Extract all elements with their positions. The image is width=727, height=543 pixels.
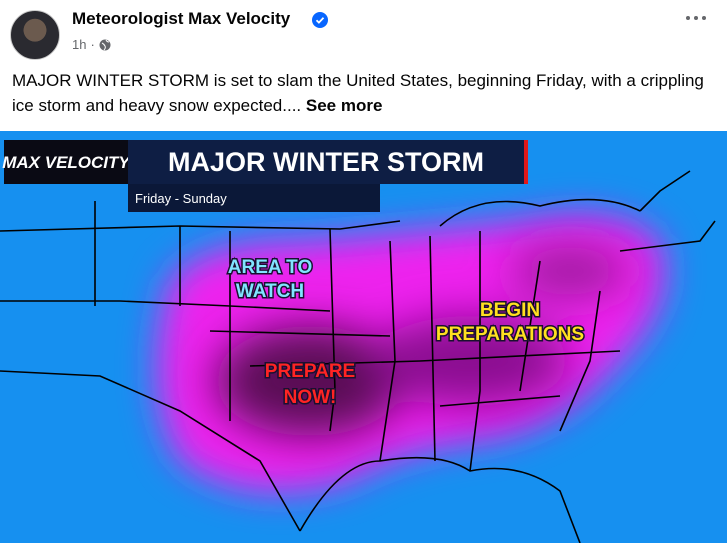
title-accent xyxy=(524,140,528,184)
title-box xyxy=(128,140,524,184)
state-borders xyxy=(0,170,716,543)
avatar[interactable] xyxy=(10,10,60,60)
subtitle-box xyxy=(128,184,380,212)
globe-icon xyxy=(99,39,111,50)
map-label: PREPARATIONS xyxy=(436,324,584,345)
map-title: MAJOR WINTER STORM xyxy=(168,147,484,177)
map-label: NOW! xyxy=(284,387,337,408)
author-name[interactable]: Meteorologist Max Velocity xyxy=(72,9,291,28)
post-image[interactable]: MAX VELOCITY MAJOR WINTER STORM Friday -… xyxy=(0,131,727,543)
map-subtitle: Friday - Sunday xyxy=(135,191,227,206)
separator: · xyxy=(90,37,95,52)
map-label: PREPARE xyxy=(265,361,355,382)
map-label: AREA TO xyxy=(228,257,312,278)
post-time[interactable]: 1h xyxy=(72,37,87,52)
winter-storm-core xyxy=(215,246,630,436)
map-label: BEGIN xyxy=(480,300,540,321)
map-label: WATCH xyxy=(236,281,304,302)
post-body: MAJOR WINTER STORM is set to slam the Un… xyxy=(12,71,704,115)
verified-badge xyxy=(312,12,328,28)
post-meta: 1h · xyxy=(72,37,111,52)
see-more[interactable]: See more xyxy=(305,96,383,115)
more-options[interactable] xyxy=(685,14,707,22)
post-text: MAJOR WINTER STORM is set to slam the Un… xyxy=(12,68,712,118)
logo: MAX VELOCITY xyxy=(2,153,131,172)
logo-box xyxy=(4,140,128,184)
